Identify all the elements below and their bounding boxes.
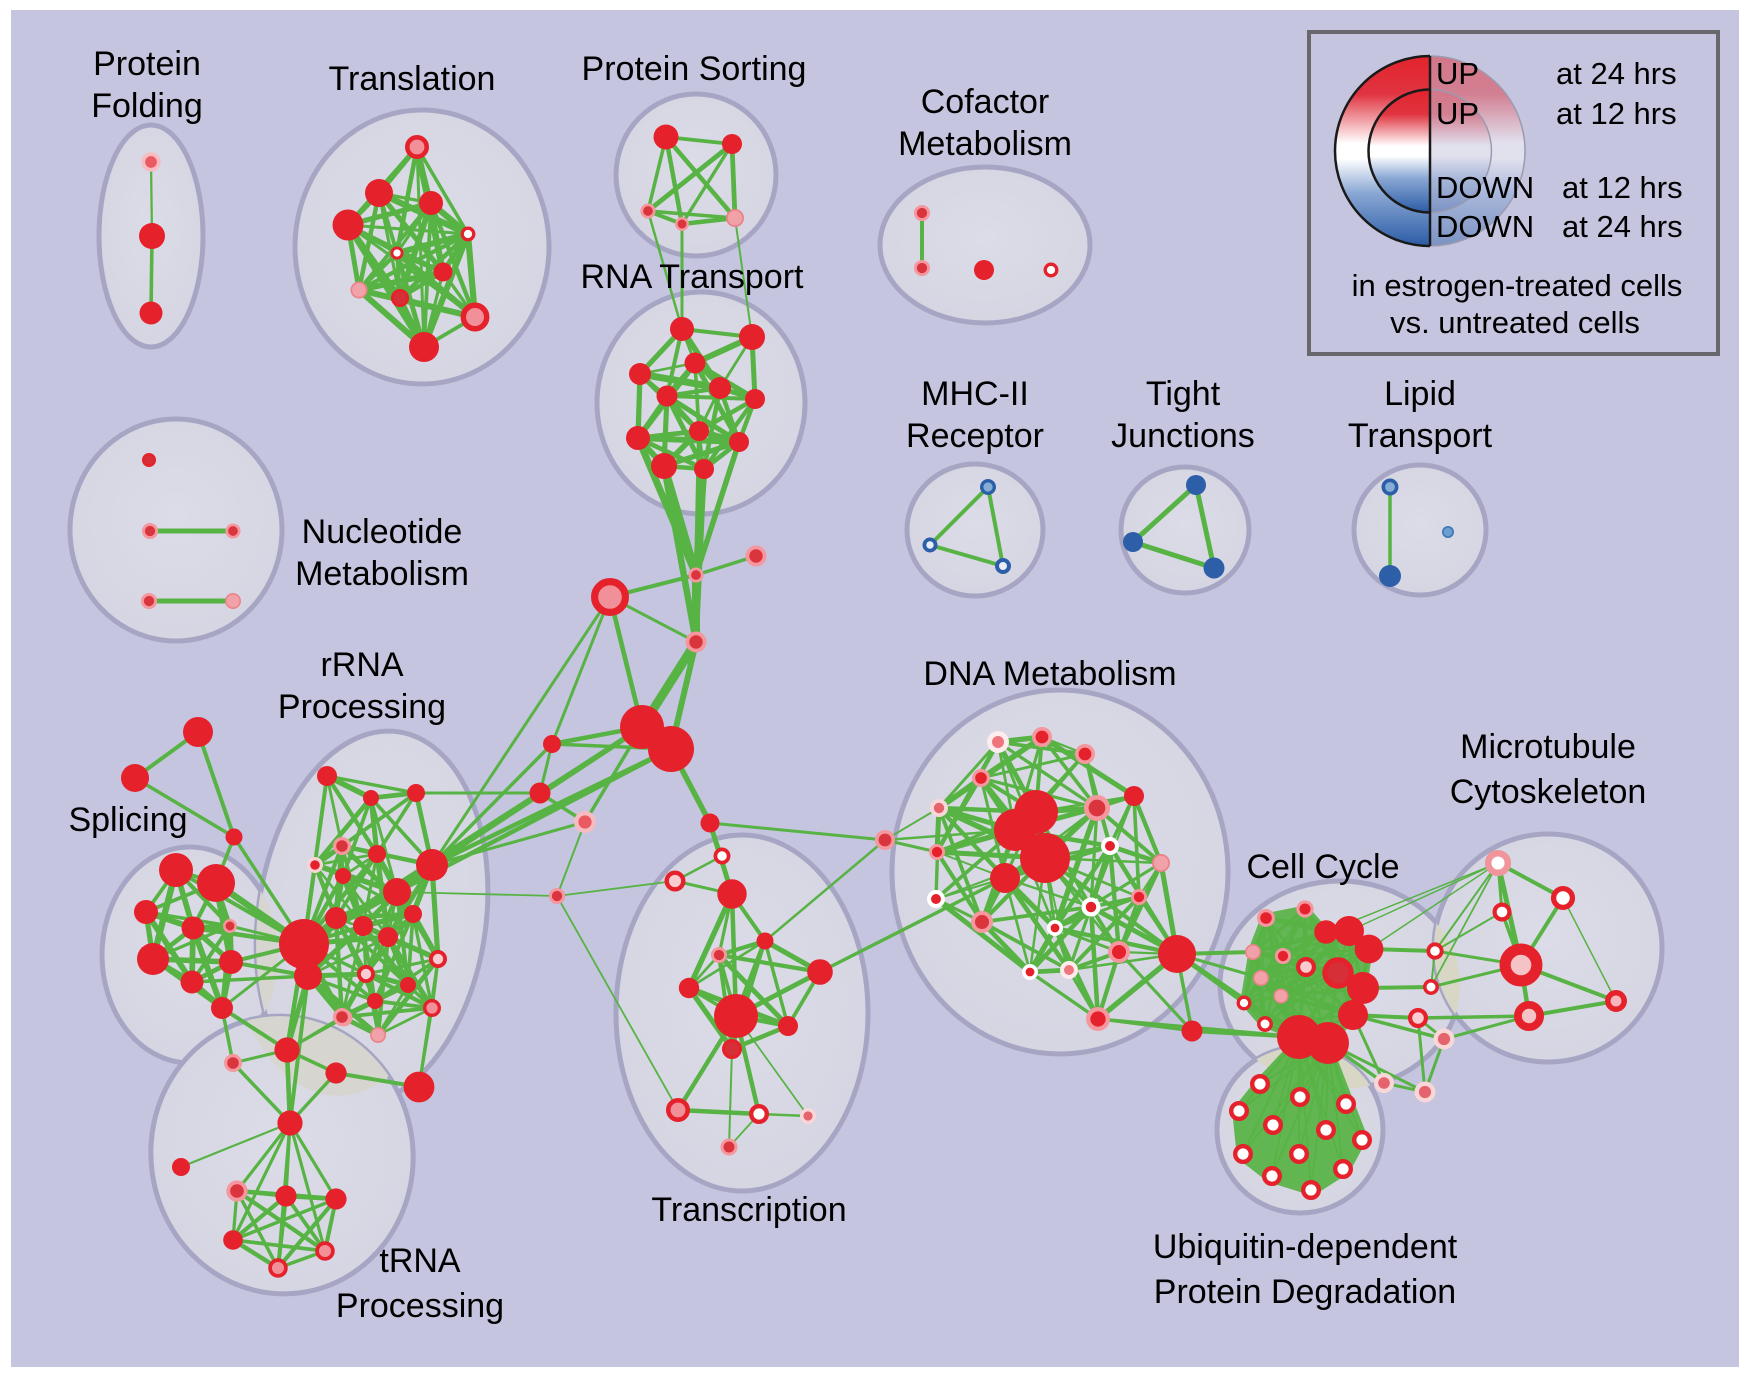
svg-text:Protein Degradation: Protein Degradation [1154, 1273, 1456, 1311]
svg-text:Metabolism: Metabolism [898, 125, 1072, 163]
svg-text:tRNA: tRNA [379, 1242, 461, 1280]
svg-text:Cytoskeleton: Cytoskeleton [1450, 773, 1647, 811]
svg-text:Transcription: Transcription [651, 1191, 846, 1229]
svg-text:Splicing: Splicing [68, 801, 187, 839]
svg-text:Ubiquitin-dependent: Ubiquitin-dependent [1153, 1228, 1458, 1266]
svg-text:Microtubule: Microtubule [1460, 728, 1636, 766]
svg-text:at 12 hrs: at 12 hrs [1562, 170, 1683, 205]
svg-text:Processing: Processing [278, 688, 446, 726]
svg-text:at 24 hrs: at 24 hrs [1556, 56, 1677, 91]
svg-text:RNA Transport: RNA Transport [581, 258, 805, 296]
svg-text:Receptor: Receptor [906, 417, 1044, 455]
svg-text:vs. untreated cells: vs. untreated cells [1390, 305, 1640, 340]
svg-text:Processing: Processing [336, 1287, 504, 1325]
svg-text:UP: UP [1436, 96, 1479, 131]
svg-text:Cofactor: Cofactor [921, 83, 1050, 121]
svg-text:at 12 hrs: at 12 hrs [1556, 96, 1677, 131]
svg-text:Nucleotide: Nucleotide [302, 513, 463, 551]
svg-text:rRNA: rRNA [320, 646, 403, 684]
svg-text:Transport: Transport [1348, 417, 1493, 455]
svg-text:in estrogen-treated cells: in estrogen-treated cells [1352, 268, 1683, 303]
svg-text:at 24 hrs: at 24 hrs [1562, 209, 1683, 244]
svg-text:Cell Cycle: Cell Cycle [1246, 848, 1399, 886]
svg-text:Metabolism: Metabolism [295, 555, 469, 593]
svg-text:Translation: Translation [329, 60, 496, 98]
svg-text:Protein: Protein [93, 45, 201, 83]
svg-text:Junctions: Junctions [1111, 417, 1255, 455]
svg-text:Tight: Tight [1146, 375, 1221, 413]
svg-text:DOWN: DOWN [1436, 170, 1534, 205]
svg-text:UP: UP [1436, 56, 1479, 91]
svg-text:DOWN: DOWN [1436, 209, 1534, 244]
svg-text:DNA Metabolism: DNA Metabolism [923, 655, 1176, 693]
svg-text:Protein Sorting: Protein Sorting [582, 50, 807, 88]
svg-text:MHC-II: MHC-II [921, 375, 1029, 413]
svg-text:Folding: Folding [91, 87, 203, 125]
svg-text:Lipid: Lipid [1384, 375, 1456, 413]
